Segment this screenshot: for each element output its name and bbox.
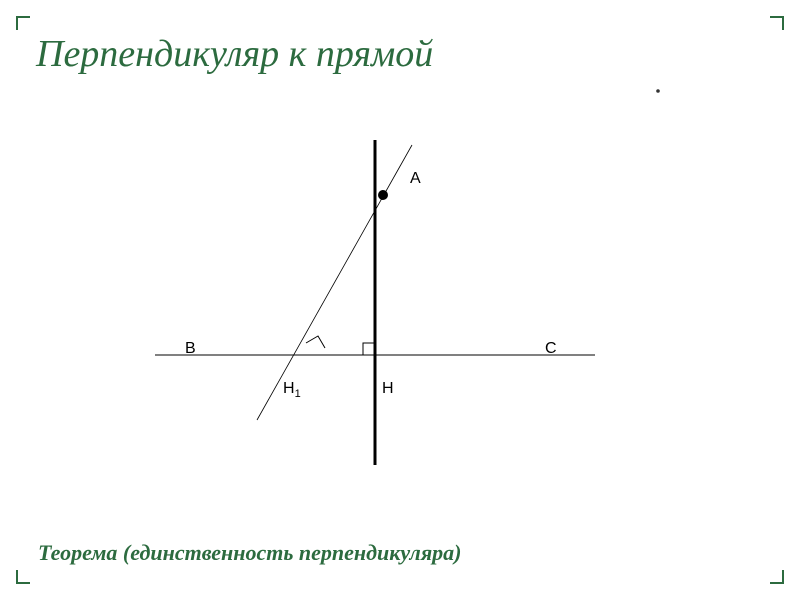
corner-br — [770, 570, 784, 584]
diagram-svg — [110, 130, 690, 470]
corner-tl — [16, 16, 30, 30]
slide: Перпендикуляр к прямой A B C H H1 Теорем… — [0, 0, 800, 600]
label-c: C — [545, 340, 557, 358]
point-a — [378, 190, 388, 200]
corner-tr — [770, 16, 784, 30]
right-angle-h1 — [306, 336, 325, 348]
label-h1: H1 — [283, 380, 301, 400]
label-h: H — [382, 380, 394, 398]
label-a: A — [410, 170, 421, 188]
corner-bl — [16, 570, 30, 584]
label-b: B — [185, 340, 196, 358]
theorem-subtitle: Теорема (единственность перпендикуляра) — [38, 540, 462, 566]
page-title: Перпендикуляр к прямой — [36, 32, 433, 76]
line-oblique — [257, 145, 412, 420]
right-angle-h — [363, 343, 375, 355]
geometry-diagram: A B C H H1 — [110, 130, 690, 470]
dot — [656, 89, 660, 93]
